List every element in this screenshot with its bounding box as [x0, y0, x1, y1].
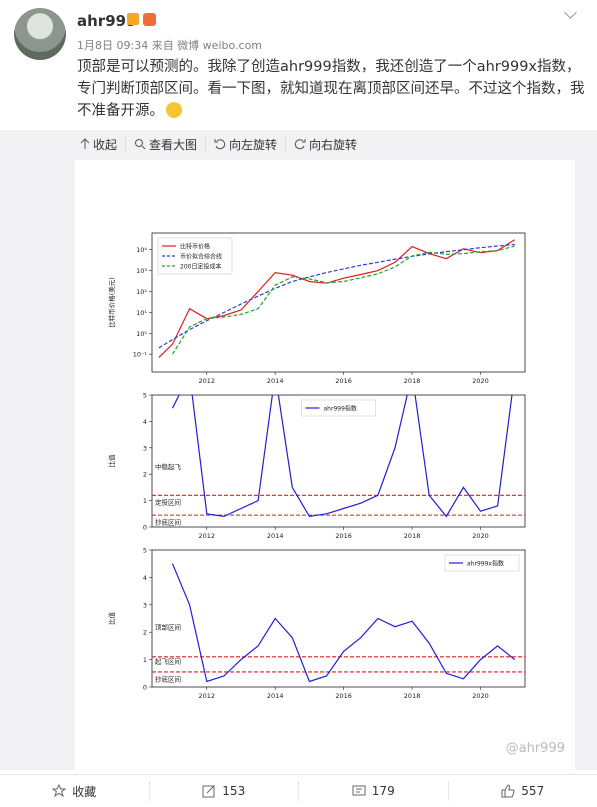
y-tick-label: 10⁻¹ [133, 351, 148, 359]
y-tick-label: 1 [143, 497, 147, 505]
y-tick-label: 3 [143, 601, 147, 609]
x-tick-label: 2014 [267, 532, 284, 540]
x-tick-label: 2012 [198, 692, 215, 700]
x-tick-label: 2018 [404, 692, 421, 700]
y-tick-label: 1 [143, 656, 147, 664]
y-tick-label: 2 [143, 629, 147, 637]
like-count: 557 [521, 784, 544, 798]
series-line [173, 564, 515, 682]
rotate-right-button[interactable]: 向右旋转 [286, 136, 365, 152]
zone-label: 抄底区间 [155, 517, 181, 526]
like-button[interactable]: 557 [449, 781, 597, 801]
media-toolbar: 收起 查看大图 向左旋转 向右旋转 [72, 136, 365, 152]
x-tick-label: 2016 [335, 692, 352, 700]
y-tick-label: 10⁴ [136, 246, 147, 254]
collapse-button[interactable]: 收起 [72, 136, 126, 152]
legend-label: 币价拟合综合线 [180, 253, 222, 261]
x-tick-label: 2012 [198, 377, 215, 385]
x-tick-label: 2014 [267, 377, 284, 385]
icon [294, 138, 306, 150]
x-tick-label: 2016 [335, 532, 352, 540]
x-tick-label: 2020 [472, 377, 489, 385]
collect-button[interactable]: 收藏 [0, 781, 150, 801]
zone-label: 中稳起飞 [155, 462, 182, 471]
more-menu[interactable] [564, 6, 577, 19]
x-tick-label: 2020 [472, 692, 489, 700]
icon [352, 784, 366, 798]
icon [52, 784, 66, 798]
avatar[interactable] [14, 8, 66, 60]
x-tick-label: 2020 [472, 532, 489, 540]
y-axis-label: 比值 [107, 454, 116, 468]
emoji [166, 102, 182, 118]
zone-label: 起飞区间 [155, 658, 181, 666]
post-text-wrap: 顶部是可以预测的。我除了创造ahr999指数，我还创造了一个ahr999x指数，… [77, 56, 589, 122]
post-text: 顶部是可以预测的。我除了创造ahr999指数，我还创造了一个ahr999x指数，… [77, 59, 585, 119]
icon [214, 138, 226, 150]
toolbar-label: 查看大图 [149, 136, 197, 153]
icon [202, 784, 216, 798]
y-axis-label: 比特币价格(美元) [107, 277, 116, 328]
collect-label: 收藏 [72, 783, 96, 800]
toolbar-label: 向左旋转 [229, 136, 277, 153]
legend-label: 比特币价格 [180, 243, 210, 251]
legend-label: ahr999指数 [324, 405, 357, 413]
post-meta: 1月8日 09:34 来自 微博 weibo.com [77, 37, 262, 53]
y-tick-label: 10³ [136, 267, 147, 275]
watermark: @ahr999 [506, 741, 565, 756]
comment-count: 179 [372, 784, 395, 798]
x-tick-label: 2018 [404, 377, 421, 385]
y-tick-label: 10² [136, 288, 147, 296]
icon [501, 784, 515, 798]
zone-label: 定投区间 [155, 498, 181, 507]
zone-label: 顶部区间 [155, 622, 181, 631]
icon [80, 138, 90, 150]
y-axis-label: 比值 [107, 612, 116, 626]
y-tick-label: 10¹ [136, 309, 147, 317]
y-tick-label: 10⁰ [136, 330, 147, 338]
view-large-button[interactable]: 查看大图 [126, 136, 206, 152]
action-bar: 收藏 153 179 557 [0, 774, 597, 807]
repost-button[interactable]: 153 [150, 781, 300, 801]
toolbar-label: 向右旋转 [309, 136, 357, 153]
x-tick-label: 2012 [198, 532, 215, 540]
toolbar-label: 收起 [93, 136, 117, 153]
verified-badge [127, 13, 139, 25]
y-tick-label: 4 [143, 574, 147, 582]
zone-label: 抄底区间 [155, 675, 181, 684]
y-tick-label: 5 [143, 392, 147, 400]
x-tick-label: 2018 [404, 532, 421, 540]
y-tick-label: 5 [143, 547, 147, 555]
x-tick-label: 2014 [267, 692, 284, 700]
y-tick-label: 3 [143, 444, 147, 452]
y-tick-label: 2 [143, 471, 147, 479]
y-tick-label: 0 [143, 684, 147, 692]
comment-button[interactable]: 179 [299, 781, 449, 801]
legend-label: 200日定投成本 [180, 263, 221, 271]
legend-label: ahr999x指数 [467, 560, 504, 568]
y-tick-label: 0 [143, 524, 147, 532]
icon [134, 138, 146, 150]
rotate-left-button[interactable]: 向左旋转 [206, 136, 286, 152]
member-badge [143, 13, 156, 26]
x-tick-label: 2016 [335, 377, 352, 385]
repost-count: 153 [222, 784, 245, 798]
y-tick-label: 4 [143, 418, 147, 426]
